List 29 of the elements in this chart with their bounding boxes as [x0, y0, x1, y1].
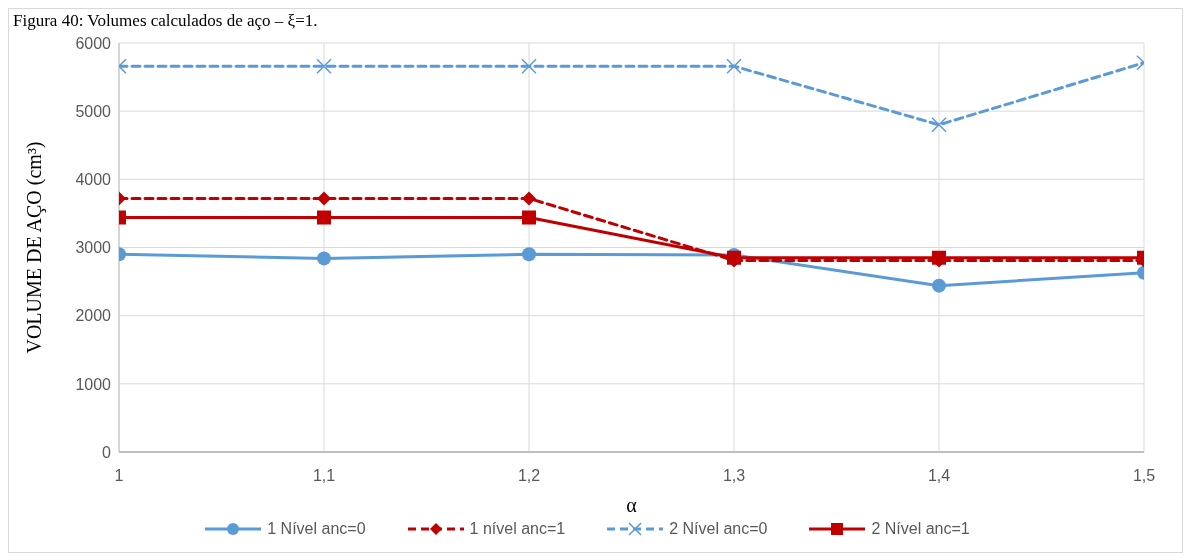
y-tick-label: 5000 [75, 102, 112, 120]
point [317, 191, 331, 206]
chart-title: Figura 40: Volumes calculados de aço – ξ=1. [12, 10, 319, 32]
point [522, 210, 536, 225]
x-tick-label: 1,4 [927, 467, 951, 485]
point [316, 58, 332, 74]
point [522, 247, 536, 262]
x-tick-label: 1,1 [312, 467, 336, 485]
x-axis-title: α [626, 494, 638, 516]
x-tick-label: 1 [114, 467, 124, 485]
point [521, 58, 537, 74]
point [726, 58, 742, 74]
x-tick-label: 1,2 [517, 467, 541, 485]
y-tick-label: 6000 [75, 34, 112, 52]
point [522, 191, 536, 206]
point [317, 251, 331, 266]
y-tick-label: 0 [102, 443, 112, 461]
y-tick-label: 1000 [75, 375, 112, 393]
y-tick-label: 2000 [75, 307, 112, 325]
legend-label: 1 nível anc=1 [469, 520, 566, 538]
y-axis-title: VOLUME DE AÇO (cm³) [23, 141, 47, 354]
x-tick-label: 1,5 [1132, 467, 1156, 485]
point [317, 210, 331, 225]
y-tick-label: 3000 [75, 239, 112, 257]
y-tick-label: 4000 [75, 171, 112, 189]
legend-label: 2 Nível anc=1 [871, 520, 970, 538]
legend-label: 1 Nível anc=0 [267, 520, 366, 538]
x-tick-label: 1,3 [722, 467, 746, 485]
legend-label: 2 Nível anc=0 [669, 520, 768, 538]
